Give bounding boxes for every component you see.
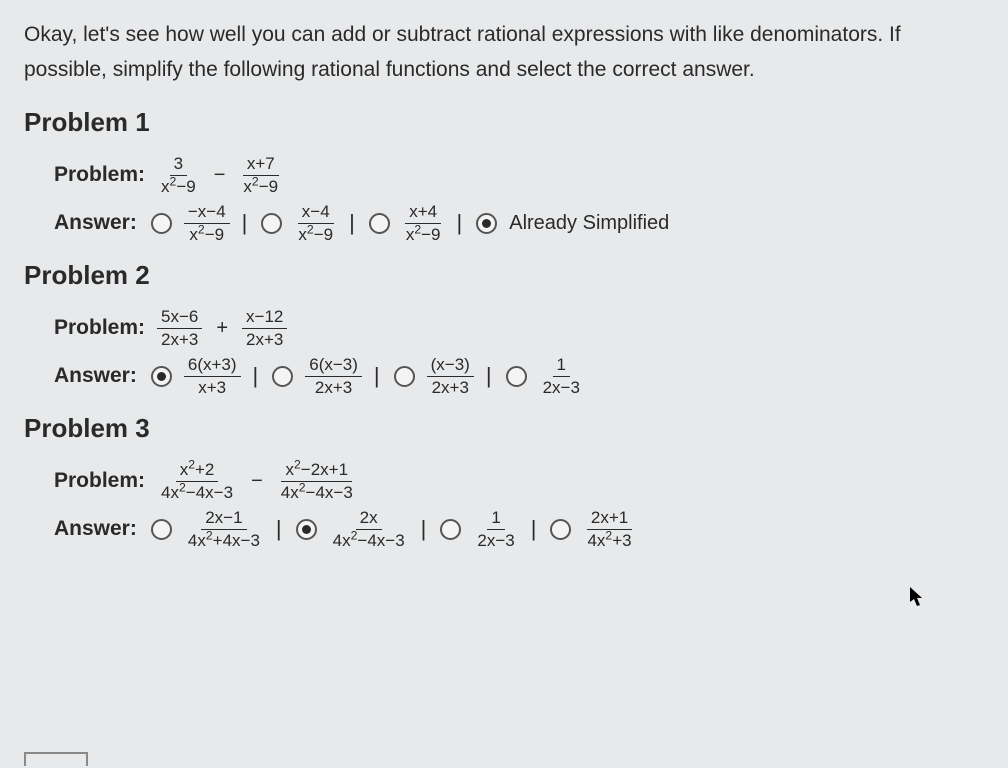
answer-radio-2-3[interactable] <box>550 519 571 540</box>
answer-radio-1-0[interactable] <box>151 366 172 387</box>
worksheet-page: Okay, let's see how well you can add or … <box>0 0 1008 551</box>
option-separator: | <box>486 358 492 394</box>
expr-operator: + <box>216 312 228 345</box>
option-separator: | <box>276 511 282 547</box>
answer-radio-2-1[interactable] <box>296 519 317 540</box>
expr-fraction-left: 3x2−9 <box>157 154 200 196</box>
option-separator: | <box>242 205 248 241</box>
answer-row: Answer: −x−4x2−9 | x−4x2−9 | x+4x2−9 | Already … <box>54 202 984 244</box>
answer-option-fraction: 2x−14x2+4x−3 <box>184 508 264 550</box>
expr-operator: − <box>251 465 263 498</box>
answer-label: Answer: <box>54 512 137 547</box>
problem-heading: Problem 3 <box>24 407 984 450</box>
problem-label: Problem: <box>54 311 145 346</box>
intro-text: Okay, let's see how well you can add or … <box>24 18 984 87</box>
problem-row: Problem: x2+24x2−4x−3−x2−2x+14x2−4x−3 <box>54 460 984 502</box>
answer-option-fraction: −x−4x2−9 <box>184 202 230 244</box>
problem-heading: Problem 2 <box>24 254 984 297</box>
answer-radio-0-0[interactable] <box>151 213 172 234</box>
answer-option-fraction: 12x−3 <box>539 355 584 397</box>
answer-row: Answer: 6(x+3)x+3 | 6(x−3)2x+3 | (x−3)2x+3 | 12… <box>54 355 984 397</box>
answer-option-fraction: 12x−3 <box>473 508 518 550</box>
answer-option-fraction: x+4x2−9 <box>402 202 445 244</box>
mouse-cursor-icon <box>910 587 926 613</box>
problem-label: Problem: <box>54 464 145 499</box>
option-separator: | <box>457 205 463 241</box>
option-separator: | <box>531 511 537 547</box>
answer-option-fraction: 6(x+3)x+3 <box>184 355 241 397</box>
option-separator: | <box>253 358 259 394</box>
answer-option-fraction: 2x+14x2+3 <box>583 508 635 550</box>
expr-fraction-left: 5x−62x+3 <box>157 307 202 349</box>
problem-row: Problem: 3x2−9−x+7x2−9 <box>54 154 984 196</box>
answer-option-fraction: (x−3)2x+3 <box>427 355 474 397</box>
option-separator: | <box>349 205 355 241</box>
answer-label: Answer: <box>54 206 137 241</box>
problem-heading: Problem 1 <box>24 101 984 144</box>
problem-label: Problem: <box>54 158 145 193</box>
partial-button-outline <box>24 752 88 766</box>
answer-radio-1-3[interactable] <box>506 366 527 387</box>
expr-fraction-right: x−122x+3 <box>242 307 287 349</box>
answer-label: Answer: <box>54 359 137 394</box>
option-separator: | <box>421 511 427 547</box>
answer-radio-0-1[interactable] <box>261 213 282 234</box>
answer-radio-0-3[interactable] <box>476 213 497 234</box>
answer-row: Answer: 2x−14x2+4x−3 | 2x4x2−4x−3 | 12x−3 | 2x+… <box>54 508 984 550</box>
answer-radio-1-1[interactable] <box>272 366 293 387</box>
answer-radio-1-2[interactable] <box>394 366 415 387</box>
expr-fraction-right: x+7x2−9 <box>239 154 282 196</box>
answer-radio-0-2[interactable] <box>369 213 390 234</box>
answer-option-fraction: x−4x2−9 <box>294 202 337 244</box>
answer-option-fraction: 2x4x2−4x−3 <box>329 508 409 550</box>
option-separator: | <box>374 358 380 394</box>
answer-option-fraction: 6(x−3)2x+3 <box>305 355 362 397</box>
answer-radio-2-0[interactable] <box>151 519 172 540</box>
answer-option-text: Already Simplified <box>509 207 669 240</box>
answer-radio-2-2[interactable] <box>440 519 461 540</box>
problem-row: Problem: 5x−62x+3 + x−122x+3 <box>54 307 984 349</box>
expr-fraction-right: x2−2x+14x2−4x−3 <box>277 460 357 502</box>
problems-container: Problem 1Problem:3x2−9−x+7x2−9Answer:−x−… <box>24 101 984 550</box>
expr-fraction-left: x2+24x2−4x−3 <box>157 460 237 502</box>
expr-operator: − <box>214 159 226 192</box>
